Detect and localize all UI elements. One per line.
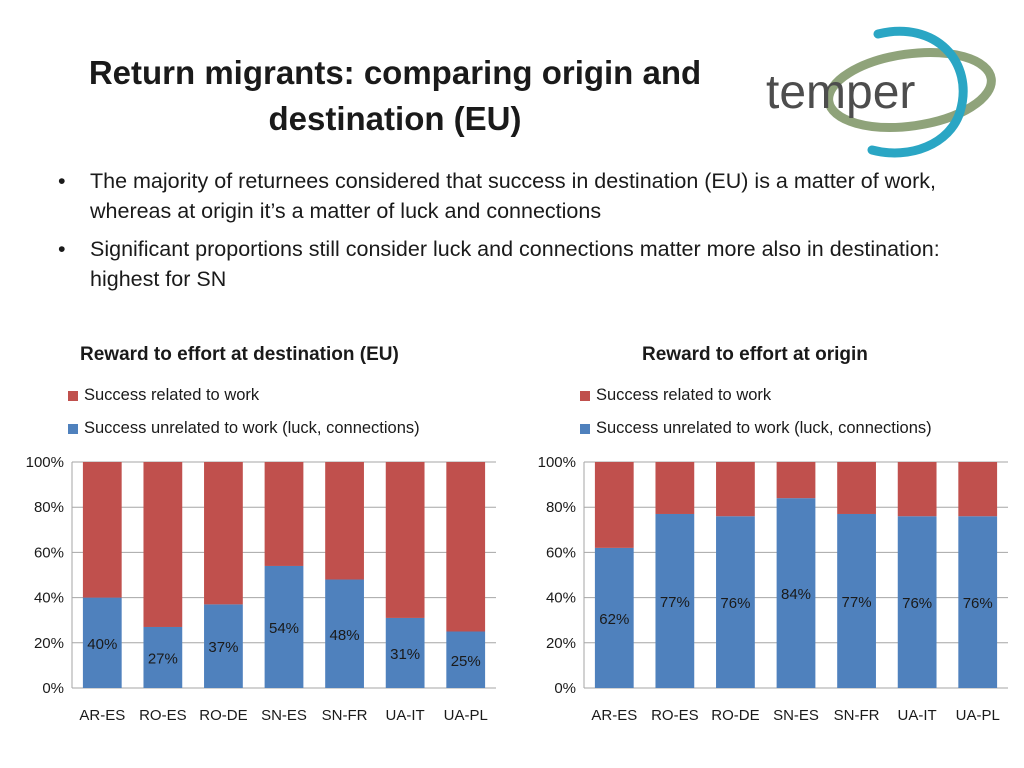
- temper-logo-icon: temper: [766, 26, 996, 158]
- data-label: 84%: [781, 586, 811, 603]
- y-tick-label: 20%: [546, 635, 576, 652]
- bar-unrelated: [776, 498, 816, 688]
- bar-unrelated: [204, 604, 243, 688]
- bar-work: [716, 462, 755, 517]
- bar-unrelated: [837, 513, 876, 688]
- bar-unrelated: [264, 565, 304, 688]
- data-label: 27%: [148, 650, 178, 667]
- y-tick-label: 80%: [546, 499, 576, 516]
- legend-swatch-unrelated: [68, 423, 78, 434]
- legend-item-unrelated: Success unrelated to work (luck, connect…: [68, 419, 420, 438]
- logo-text: temper: [766, 66, 915, 119]
- legend-item-work: Success related to work: [68, 386, 259, 405]
- chart-origin: Reward to effort at origin Success relat…: [522, 336, 1022, 736]
- data-label: 76%: [963, 595, 993, 612]
- chart-destination: Reward to effort at destination (EU) Suc…: [10, 336, 510, 736]
- bar-unrelated: [446, 631, 486, 688]
- chart-plot-destination: 0% 20% 40% 60% 80% 100% 40% AR-ES 27% RO-ES 37% RO-…: [26, 454, 496, 724]
- legend-item-work: Success related to work: [580, 386, 771, 405]
- bullet-item: • The majority of returnees considered th…: [58, 169, 937, 223]
- slide-title: Return migrants: comparing origin and de…: [88, 54, 702, 137]
- bar-work: [385, 462, 425, 618]
- legend-label: Success related to work: [84, 386, 260, 404]
- bar-work: [594, 462, 634, 548]
- x-tick-label: RO-ES: [651, 707, 699, 724]
- data-label: 76%: [720, 595, 750, 612]
- bullet-text: Significant proportions still consider l…: [90, 237, 940, 291]
- chart-title: Reward to effort at origin: [642, 344, 868, 365]
- x-tick-label: UA-IT: [386, 707, 425, 724]
- bar-unrelated: [655, 513, 695, 688]
- bar-work: [325, 462, 364, 580]
- legend-label: Success unrelated to work (luck, connect…: [84, 419, 420, 437]
- bullet-item: • Significant proportions still consider …: [58, 237, 940, 291]
- data-label: 25%: [451, 653, 481, 670]
- bar-unrelated: [325, 579, 364, 688]
- x-tick-label: AR-ES: [79, 707, 125, 724]
- x-tick-label: UA-PL: [956, 707, 1000, 724]
- bar-unrelated: [594, 547, 634, 688]
- bar-unrelated: [958, 516, 998, 688]
- data-label: 40%: [87, 636, 117, 653]
- bar-work: [897, 462, 937, 517]
- bar-work: [204, 462, 243, 605]
- x-tick-label: SN-ES: [773, 707, 819, 724]
- data-label: 62%: [599, 611, 629, 628]
- x-tick-label: RO-DE: [199, 707, 247, 724]
- bar-unrelated: [143, 626, 183, 688]
- legend-swatch-unrelated: [580, 423, 590, 434]
- bar-work: [837, 462, 876, 514]
- legend-item-unrelated: Success unrelated to work (luck, connect…: [580, 419, 932, 438]
- bar-work: [264, 462, 304, 566]
- y-tick-label: 80%: [34, 499, 64, 516]
- legend-label: Success related to work: [596, 386, 772, 404]
- data-label: 76%: [902, 595, 932, 612]
- data-label: 31%: [390, 646, 420, 663]
- x-tick-label: AR-ES: [591, 707, 637, 724]
- y-tick-label: 40%: [546, 590, 576, 607]
- data-label: 37%: [208, 639, 238, 656]
- data-label: 54%: [269, 620, 299, 637]
- x-tick-label: RO-ES: [139, 707, 187, 724]
- legend-label: Success unrelated to work (luck, connect…: [596, 419, 932, 437]
- legend-swatch-work: [580, 390, 590, 401]
- bar-work: [655, 462, 695, 514]
- bullet-text: The majority of returnees considered tha…: [90, 169, 937, 223]
- chart-plot-origin: 0% 20% 40% 60% 80% 100% 62% AR-ES 77% RO-ES 76% RO-…: [538, 454, 1008, 724]
- bar-unrelated: [82, 597, 122, 688]
- x-tick-label: UA-PL: [444, 707, 488, 724]
- bar-work: [958, 462, 998, 517]
- y-tick-label: 0%: [42, 680, 64, 697]
- y-tick-label: 100%: [538, 454, 576, 471]
- bar-unrelated: [897, 516, 937, 688]
- legend-swatch-work: [68, 390, 78, 401]
- data-label: 48%: [330, 627, 360, 644]
- x-tick-label: RO-DE: [711, 707, 759, 724]
- x-tick-label: SN-FR: [834, 707, 880, 724]
- bar-work: [82, 462, 122, 598]
- chart-title: Reward to effort at destination (EU): [80, 344, 399, 365]
- bar-unrelated: [385, 617, 425, 688]
- y-tick-label: 20%: [34, 635, 64, 652]
- y-tick-label: 100%: [26, 454, 64, 471]
- y-tick-label: 60%: [34, 544, 64, 561]
- data-label: 77%: [842, 594, 872, 611]
- temper-logo: temper: [760, 22, 996, 162]
- y-tick-label: 0%: [554, 680, 576, 697]
- bar-work: [143, 462, 183, 627]
- y-tick-label: 40%: [34, 590, 64, 607]
- bar-work: [776, 462, 816, 499]
- bar-unrelated: [716, 516, 755, 688]
- x-tick-label: SN-ES: [261, 707, 307, 724]
- x-tick-label: UA-IT: [898, 707, 937, 724]
- bullet-list: • The majority of returnees considered th…: [58, 166, 988, 302]
- bar-work: [446, 462, 486, 632]
- data-label: 77%: [660, 594, 690, 611]
- y-tick-label: 60%: [546, 544, 576, 561]
- x-tick-label: SN-FR: [322, 707, 368, 724]
